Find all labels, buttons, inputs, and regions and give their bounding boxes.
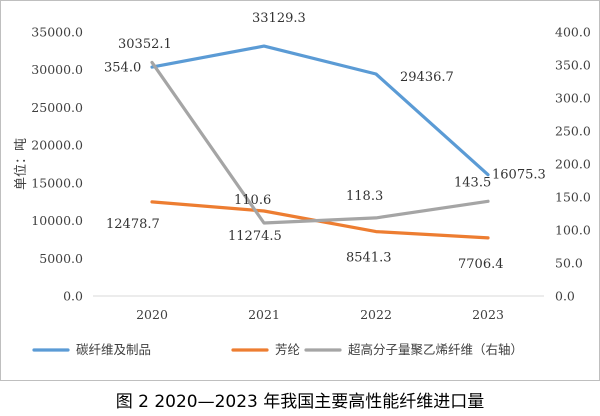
data-label: 110.6 bbox=[234, 193, 271, 208]
x-axis: 2020 2021 2022 2023 bbox=[93, 295, 544, 322]
data-label: 7706.4 bbox=[458, 257, 504, 272]
left-tick-label: 0.0 bbox=[63, 289, 83, 304]
left-tick-label: 35000.0 bbox=[31, 25, 83, 40]
left-tick-label: 30000.0 bbox=[31, 62, 83, 77]
data-label: 11274.5 bbox=[228, 229, 282, 244]
right-tick-label: 350.0 bbox=[555, 58, 591, 73]
x-tick-label: 2022 bbox=[360, 307, 392, 322]
chart-frame: 单位：吨 0.0 5000.0 10000.0 15000.0 20000.0 25000… bbox=[0, 0, 600, 381]
left-tick-label: 10000.0 bbox=[31, 213, 83, 228]
legend-label-1: 碳纤维及制品 bbox=[76, 342, 151, 357]
right-axis-ticks: 0.0 50.0 100.0 150.0 200.0 250.0 300.0 350.0 400… bbox=[555, 25, 591, 304]
series-line-1 bbox=[150, 44, 490, 177]
data-label: 16075.3 bbox=[492, 168, 546, 183]
right-tick-label: 0.0 bbox=[555, 289, 575, 304]
series-lines bbox=[150, 44, 490, 240]
left-tick-label: 15000.0 bbox=[31, 175, 83, 190]
left-axis-ticks: 0.0 5000.0 10000.0 15000.0 20000.0 25000.0 300… bbox=[31, 25, 83, 304]
right-tick-label: 150.0 bbox=[555, 190, 591, 205]
right-tick-label: 50.0 bbox=[555, 256, 583, 271]
legend-label-3: 超高分子量聚乙烯纤维（右轴） bbox=[348, 342, 523, 357]
x-tick-label: 2020 bbox=[136, 307, 168, 322]
right-tick-label: 100.0 bbox=[555, 223, 591, 238]
data-label: 8541.3 bbox=[346, 251, 392, 266]
right-tick-label: 200.0 bbox=[555, 157, 591, 172]
data-label: 143.5 bbox=[454, 175, 491, 190]
series-line-3 bbox=[150, 60, 490, 225]
right-tick-label: 300.0 bbox=[555, 91, 591, 106]
data-label: 118.3 bbox=[346, 189, 383, 204]
data-label: 33129.3 bbox=[252, 11, 306, 26]
data-label: 354.0 bbox=[104, 60, 141, 75]
data-labels: 30352.1 33129.3 29436.7 16075.3 12478.7 11274… bbox=[104, 11, 546, 272]
data-label: 29436.7 bbox=[400, 70, 454, 85]
right-tick-label: 250.0 bbox=[555, 124, 591, 139]
left-tick-label: 20000.0 bbox=[31, 138, 83, 153]
left-tick-label: 5000.0 bbox=[39, 251, 83, 266]
data-label: 12478.7 bbox=[106, 217, 160, 232]
legend: 碳纤维及制品 芳纶 超高分子量聚乙烯纤维（右轴） bbox=[32, 342, 523, 357]
left-tick-label: 25000.0 bbox=[31, 100, 83, 115]
x-tick-label: 2021 bbox=[248, 307, 280, 322]
figure-caption: 图 2 2020—2023 年我国主要高性能纤维进口量 bbox=[115, 392, 485, 412]
chart: 单位：吨 0.0 5000.0 10000.0 15000.0 20000.0 25000… bbox=[14, 11, 591, 357]
y-axis-title: 单位：吨 bbox=[14, 138, 29, 190]
right-tick-label: 400.0 bbox=[555, 25, 591, 40]
legend-label-2: 芳纶 bbox=[275, 342, 300, 357]
data-label: 30352.1 bbox=[118, 37, 172, 52]
y-axis-label: 单位：吨 bbox=[14, 138, 29, 190]
x-tick-label: 2023 bbox=[472, 307, 504, 322]
